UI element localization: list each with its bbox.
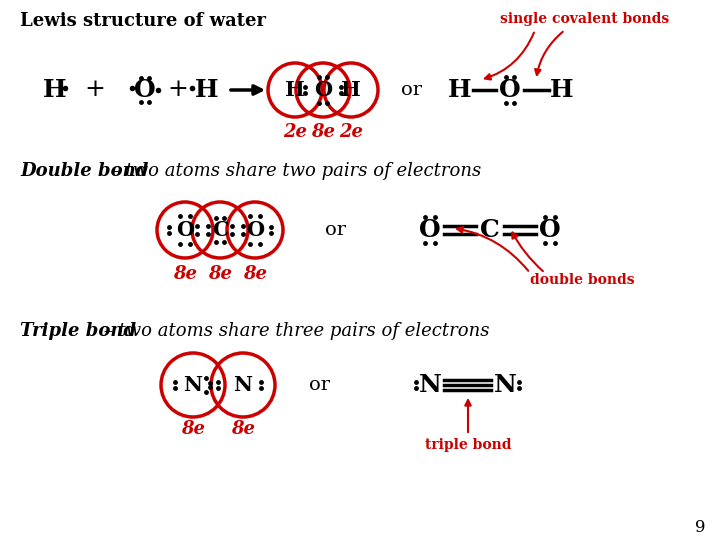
- Text: N: N: [233, 375, 253, 395]
- Text: H: H: [195, 78, 219, 102]
- Text: triple bond: triple bond: [425, 438, 511, 452]
- Text: H: H: [43, 78, 67, 102]
- Text: or: or: [325, 221, 346, 239]
- Text: H: H: [341, 80, 361, 100]
- Text: O: O: [499, 78, 521, 102]
- Text: 8e: 8e: [311, 123, 335, 141]
- Text: single covalent bonds: single covalent bonds: [500, 12, 670, 26]
- Text: – two atoms share two pairs of electrons: – two atoms share two pairs of electrons: [105, 162, 481, 180]
- Text: 8e: 8e: [173, 265, 197, 283]
- Text: double bonds: double bonds: [530, 273, 634, 287]
- Text: +: +: [84, 78, 105, 102]
- Text: +: +: [168, 78, 189, 102]
- Text: 8e: 8e: [243, 265, 267, 283]
- Text: Lewis structure of water: Lewis structure of water: [20, 12, 266, 30]
- Text: O: O: [176, 220, 194, 240]
- Text: O: O: [539, 218, 561, 242]
- Text: O: O: [419, 218, 441, 242]
- Text: N: N: [418, 373, 441, 397]
- Text: H: H: [448, 78, 472, 102]
- Text: O: O: [314, 80, 332, 100]
- Text: C: C: [212, 220, 228, 240]
- Text: or: or: [310, 376, 330, 394]
- Text: O: O: [246, 220, 264, 240]
- Text: 8e: 8e: [208, 265, 232, 283]
- Text: 8e: 8e: [181, 420, 205, 438]
- Text: C: C: [480, 218, 500, 242]
- Text: Triple bond: Triple bond: [20, 322, 136, 340]
- Text: – two atoms share three pairs of electrons: – two atoms share three pairs of electro…: [98, 322, 490, 340]
- Text: H: H: [550, 78, 574, 102]
- Text: O: O: [134, 78, 156, 102]
- Text: Double bond: Double bond: [20, 162, 148, 180]
- Text: H: H: [285, 80, 305, 100]
- Text: or: or: [402, 81, 423, 99]
- Text: 8e: 8e: [231, 420, 255, 438]
- Text: N: N: [494, 373, 516, 397]
- Text: 2e: 2e: [339, 123, 363, 141]
- Text: 2e: 2e: [283, 123, 307, 141]
- Text: 9: 9: [695, 519, 706, 537]
- Text: N: N: [184, 375, 202, 395]
